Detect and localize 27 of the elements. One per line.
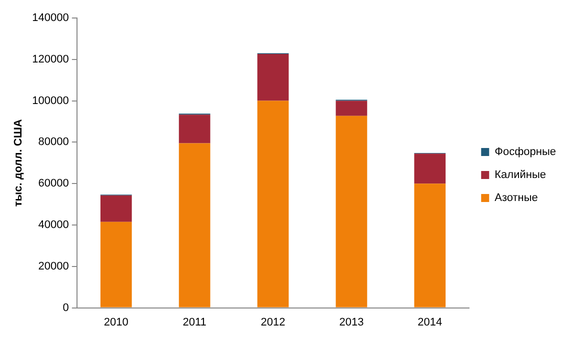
y-tick-label: 60000 bbox=[38, 178, 69, 190]
x-tick-label: 2014 bbox=[418, 316, 442, 328]
x-tick-label: 2012 bbox=[260, 316, 286, 328]
bar bbox=[414, 154, 446, 184]
legend-label: Фосфорные bbox=[494, 146, 556, 158]
x-tick-label: 2011 bbox=[182, 316, 206, 328]
y-tick-label: 40000 bbox=[38, 219, 69, 232]
bar bbox=[257, 100, 289, 308]
legend-label: Азотные bbox=[494, 192, 538, 204]
bar bbox=[178, 143, 210, 308]
y-tick-label: 140000 bbox=[32, 12, 69, 24]
bar bbox=[100, 222, 132, 308]
legend-label: Калийные bbox=[494, 169, 546, 182]
bar bbox=[414, 184, 446, 308]
x-tick-label: 2013 bbox=[339, 316, 364, 328]
bar bbox=[257, 54, 289, 101]
bar bbox=[336, 116, 368, 308]
y-tick-label: 120000 bbox=[32, 53, 69, 66]
y-tick-label: 20000 bbox=[38, 260, 69, 272]
x-tick-label: 2010 bbox=[104, 316, 128, 328]
y-tick-label: 100000 bbox=[32, 94, 69, 107]
bar bbox=[178, 114, 210, 144]
y-axis-title: тыс. долл. США bbox=[12, 119, 25, 207]
bar bbox=[336, 100, 368, 116]
y-tick-label: 80000 bbox=[38, 136, 69, 148]
y-tick-label: 0 bbox=[62, 302, 69, 314]
bar bbox=[100, 195, 132, 222]
